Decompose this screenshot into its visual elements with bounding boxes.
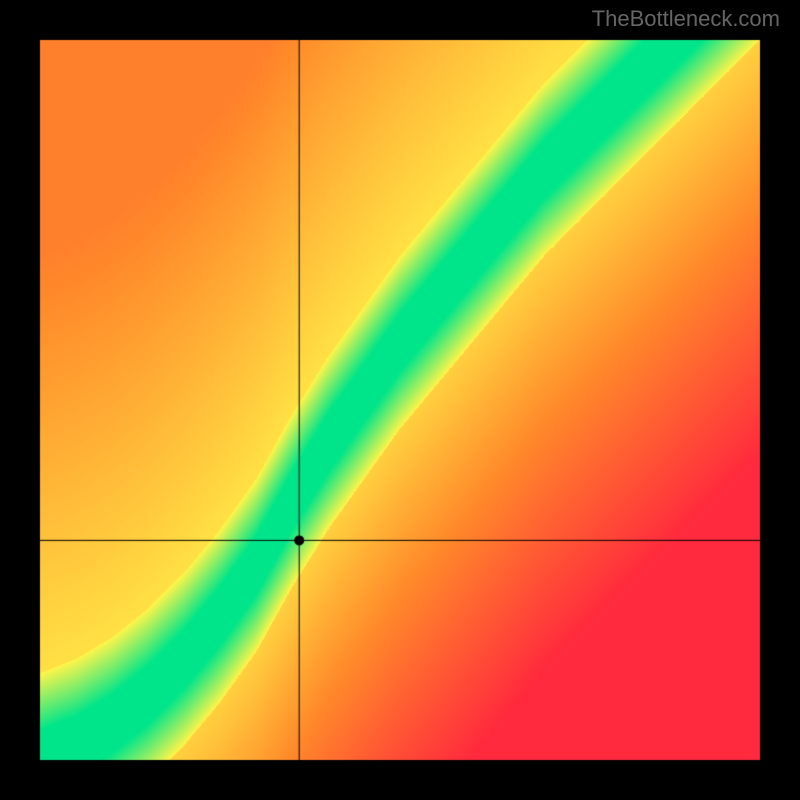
watermark-text: TheBottleneck.com xyxy=(592,6,780,32)
bottleneck-heatmap xyxy=(0,0,800,800)
chart-root: { "watermark": "TheBottleneck.com", "can… xyxy=(0,0,800,800)
